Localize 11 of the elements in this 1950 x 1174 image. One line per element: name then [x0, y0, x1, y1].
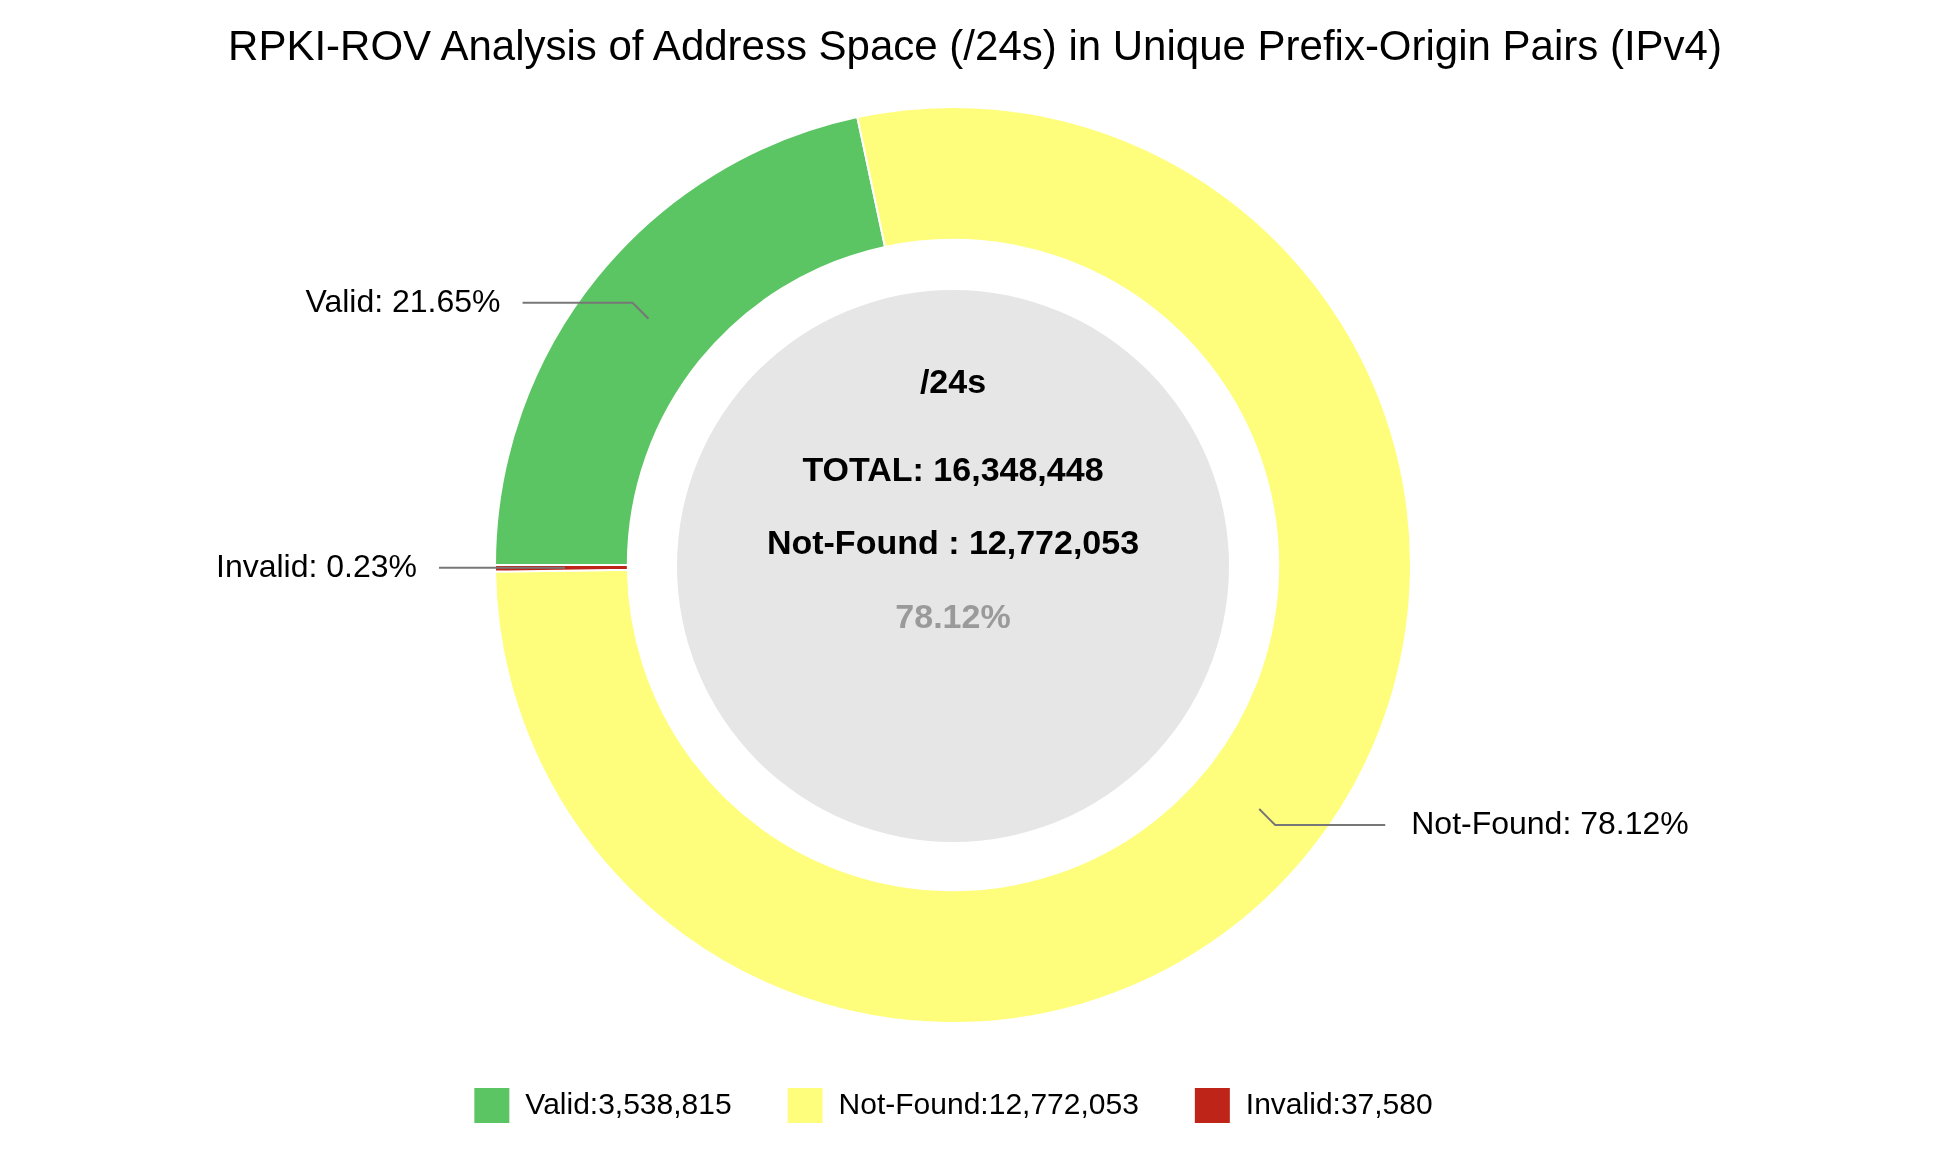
data-label: Invalid: 0.23%	[215, 547, 418, 584]
legend-label: Valid:3,538,815	[525, 1086, 732, 1120]
text: /24s	[918, 362, 988, 401]
legend-label: Invalid:37,580	[1245, 1086, 1433, 1120]
legend-label: Not-Found:12,772,053	[838, 1086, 1139, 1120]
text: Not-Found : 12,772,053	[765, 523, 1141, 562]
text: TOTAL: 16,348,448	[801, 450, 1105, 489]
data-label: Not-Found: 78.12%	[1411, 804, 1689, 841]
data-label: Valid: 21.65%	[305, 282, 501, 319]
chart-title: RPKI-ROV Analysis of Address Space (/24s) in Unique Prefix-Origin Pairs (IPv4)	[227, 22, 1723, 70]
text: 78.12%	[894, 597, 1012, 636]
